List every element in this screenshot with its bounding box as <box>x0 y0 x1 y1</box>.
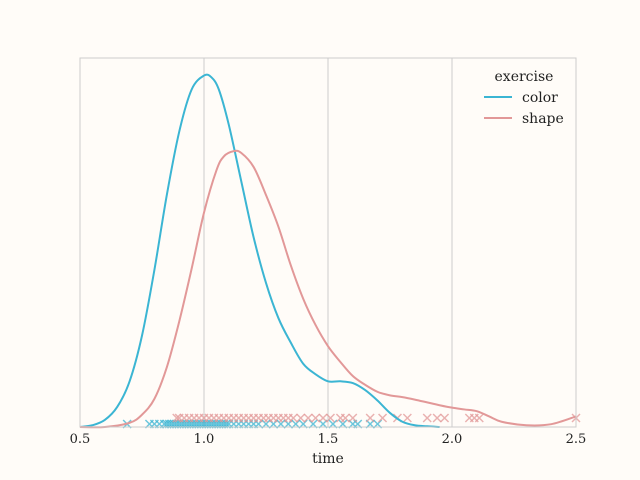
legend-item-color: color <box>484 90 558 106</box>
rug-marker-shape <box>402 413 412 423</box>
rug-marker-shape <box>318 413 328 423</box>
legend-label: color <box>522 90 558 106</box>
legend-label: shape <box>522 111 564 127</box>
x-axis-label: time <box>312 451 344 467</box>
x-tick-label: 0.5 <box>70 432 91 447</box>
rug-marker-shape <box>365 413 375 423</box>
rug-marker-shape <box>474 413 484 423</box>
density-lines <box>79 73 577 429</box>
grid <box>203 58 453 427</box>
plot-frame <box>79 57 577 428</box>
series-line-shape <box>79 149 577 429</box>
rug-marker-shape <box>378 413 388 423</box>
rug-marker-shape <box>303 413 313 423</box>
rug-marker-shape <box>172 413 182 423</box>
rug-marker-shape <box>340 413 350 423</box>
legend-item-shape: shape <box>484 111 564 127</box>
x-tick-label: 1.5 <box>318 432 339 447</box>
rug-marker-shape <box>325 413 336 423</box>
rug-marker-shape <box>422 413 432 423</box>
x-tick-label: 2.0 <box>442 432 463 447</box>
x-tick-label: 1.0 <box>194 432 215 447</box>
rug-marker-shape <box>288 413 298 423</box>
rug-markers <box>122 413 581 429</box>
legend-title: exercise <box>495 69 554 85</box>
x-tick-label: 2.5 <box>566 432 587 447</box>
series-line-color <box>79 73 440 428</box>
legend: exercise color shape <box>484 69 564 127</box>
x-axis-ticks: 0.5 1.0 1.5 2.0 2.5 <box>70 432 587 447</box>
rug-marker-shape <box>311 413 321 423</box>
rug-marker-shape <box>440 413 450 423</box>
rug-marker-shape <box>348 413 358 423</box>
rug-marker-shape <box>296 413 306 423</box>
rug-marker-shape <box>432 413 442 423</box>
